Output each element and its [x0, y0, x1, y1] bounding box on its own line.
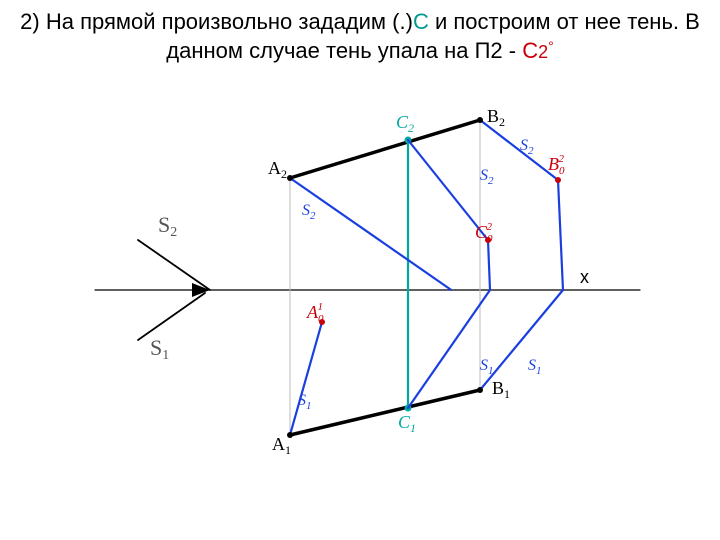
- descriptive-geometry-diagram: x S2 S1 A2 B2 A1 B1 C2 C1 A01 C02 B02 S2 S1 S2 S2 S1 S1: [0, 0, 720, 540]
- svg-text:S1: S1: [298, 392, 312, 412]
- svg-text:S1: S1: [528, 357, 542, 377]
- svg-text:S2: S2: [480, 167, 494, 187]
- svg-text:A1: A1: [272, 434, 291, 457]
- svg-text:S2: S2: [158, 212, 177, 240]
- svg-text:A2: A2: [268, 158, 287, 181]
- svg-text:S2: S2: [520, 137, 534, 157]
- svg-text:S1: S1: [150, 335, 169, 363]
- svg-text:B1: B1: [492, 378, 510, 401]
- svg-text:C02: C02: [475, 221, 493, 245]
- svg-text:B02: B02: [548, 153, 565, 177]
- svg-text:S2: S2: [302, 202, 316, 222]
- svg-text:A01: A01: [306, 301, 324, 325]
- svg-text:B2: B2: [487, 106, 505, 129]
- svg-text:S1: S1: [480, 357, 494, 377]
- svg-text:C2: C2: [396, 112, 414, 135]
- svg-text:x: x: [580, 267, 589, 287]
- svg-text:C1: C1: [398, 412, 416, 435]
